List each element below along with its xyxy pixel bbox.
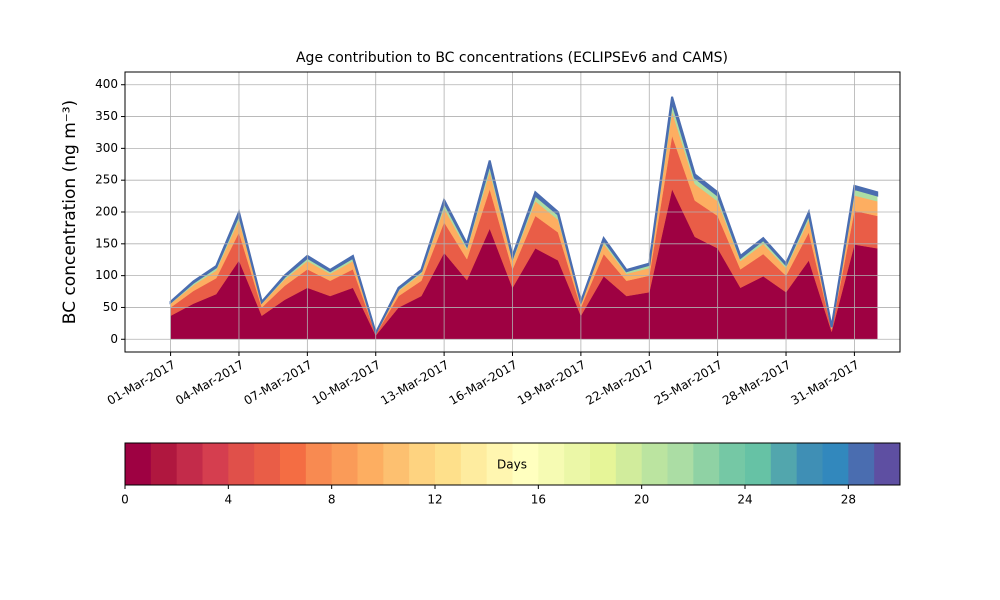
- colorbar-tick-label: 24: [737, 493, 752, 507]
- colorbar-cell: [538, 443, 565, 485]
- colorbar-cell: [254, 443, 281, 485]
- plot-frame: [124, 71, 901, 353]
- y-tick-label: 250: [95, 173, 118, 187]
- colorbar-cell: [460, 443, 488, 485]
- colorbar-cell: [745, 443, 772, 485]
- colorbar-cell: [305, 443, 333, 485]
- colorbar-cell: [667, 443, 694, 485]
- colorbar-cell: [150, 443, 178, 485]
- x-tick-label: 13-Mar-2017: [378, 358, 451, 408]
- chart-title: Age contribution to BC concentrations (E…: [296, 50, 728, 66]
- y-tick-label: 400: [95, 77, 118, 91]
- colorbar-cell: [564, 443, 591, 485]
- colorbar-tick-label: 0: [121, 493, 129, 507]
- colorbar-cell: [848, 443, 875, 485]
- y-tick-label: 50: [103, 300, 118, 314]
- colorbar-tick-label: 8: [328, 493, 336, 507]
- colorbar-tick-label: 12: [427, 493, 442, 507]
- colorbar-cell: [202, 443, 229, 485]
- plot-area: [169, 96, 879, 340]
- colorbar-cell: [796, 443, 823, 485]
- y-tick-label: 300: [95, 141, 118, 155]
- colorbar-cell: [615, 443, 643, 485]
- colorbar-cell: [486, 443, 513, 485]
- x-tick-label: 22-Mar-2017: [583, 358, 656, 408]
- colorbar-cell: [125, 443, 152, 485]
- colorbar-cell: [822, 443, 849, 485]
- y-tick-label: 100: [95, 268, 118, 282]
- colorbar-label: Days: [497, 458, 527, 472]
- colorbar-tick-label: 4: [225, 493, 233, 507]
- colorbar-cell: [693, 443, 720, 485]
- colorbar-cell: [409, 443, 436, 485]
- colorbar-cell: [641, 443, 668, 485]
- x-tick-label: 04-Mar-2017: [173, 358, 246, 408]
- colorbar-tick-label: 28: [841, 493, 856, 507]
- colorbar-cell: [719, 443, 746, 485]
- colorbar-tick-label: 16: [531, 493, 546, 507]
- y-tick-label: 150: [95, 236, 118, 250]
- colorbar-cell: [228, 443, 255, 485]
- colorbar-cell: [280, 443, 307, 485]
- x-tick-label: 28-Mar-2017: [720, 358, 793, 408]
- colorbar-cell: [383, 443, 410, 485]
- colorbar-cell: [331, 443, 358, 485]
- y-tick-label: 200: [95, 205, 118, 219]
- x-tick-label: 01-Mar-2017: [105, 358, 178, 408]
- colorbar-cell: [590, 443, 617, 485]
- y-tick-label: 350: [95, 109, 118, 123]
- x-tick-label: 10-Mar-2017: [310, 358, 383, 408]
- colorbar-cell: [770, 443, 798, 485]
- colorbar-cell: [874, 443, 901, 485]
- colorbar-frame: [124, 442, 901, 486]
- y-tick-label: 0: [110, 332, 118, 346]
- x-tick-label: 19-Mar-2017: [515, 358, 588, 408]
- colorbar-tick-label: 20: [634, 493, 649, 507]
- colorbar-cell: [435, 443, 462, 485]
- x-tick-label: 31-Mar-2017: [789, 358, 862, 408]
- x-tick-label: 07-Mar-2017: [241, 358, 314, 408]
- colorbar-cell: [176, 443, 203, 485]
- colorbar-cell: [357, 443, 384, 485]
- x-tick-label: 25-Mar-2017: [652, 358, 725, 408]
- colorbar-cell: [512, 443, 539, 485]
- y-axis-label: BC concentration (ng m⁻³): [60, 100, 80, 324]
- x-tick-label: 16-Mar-2017: [447, 358, 520, 408]
